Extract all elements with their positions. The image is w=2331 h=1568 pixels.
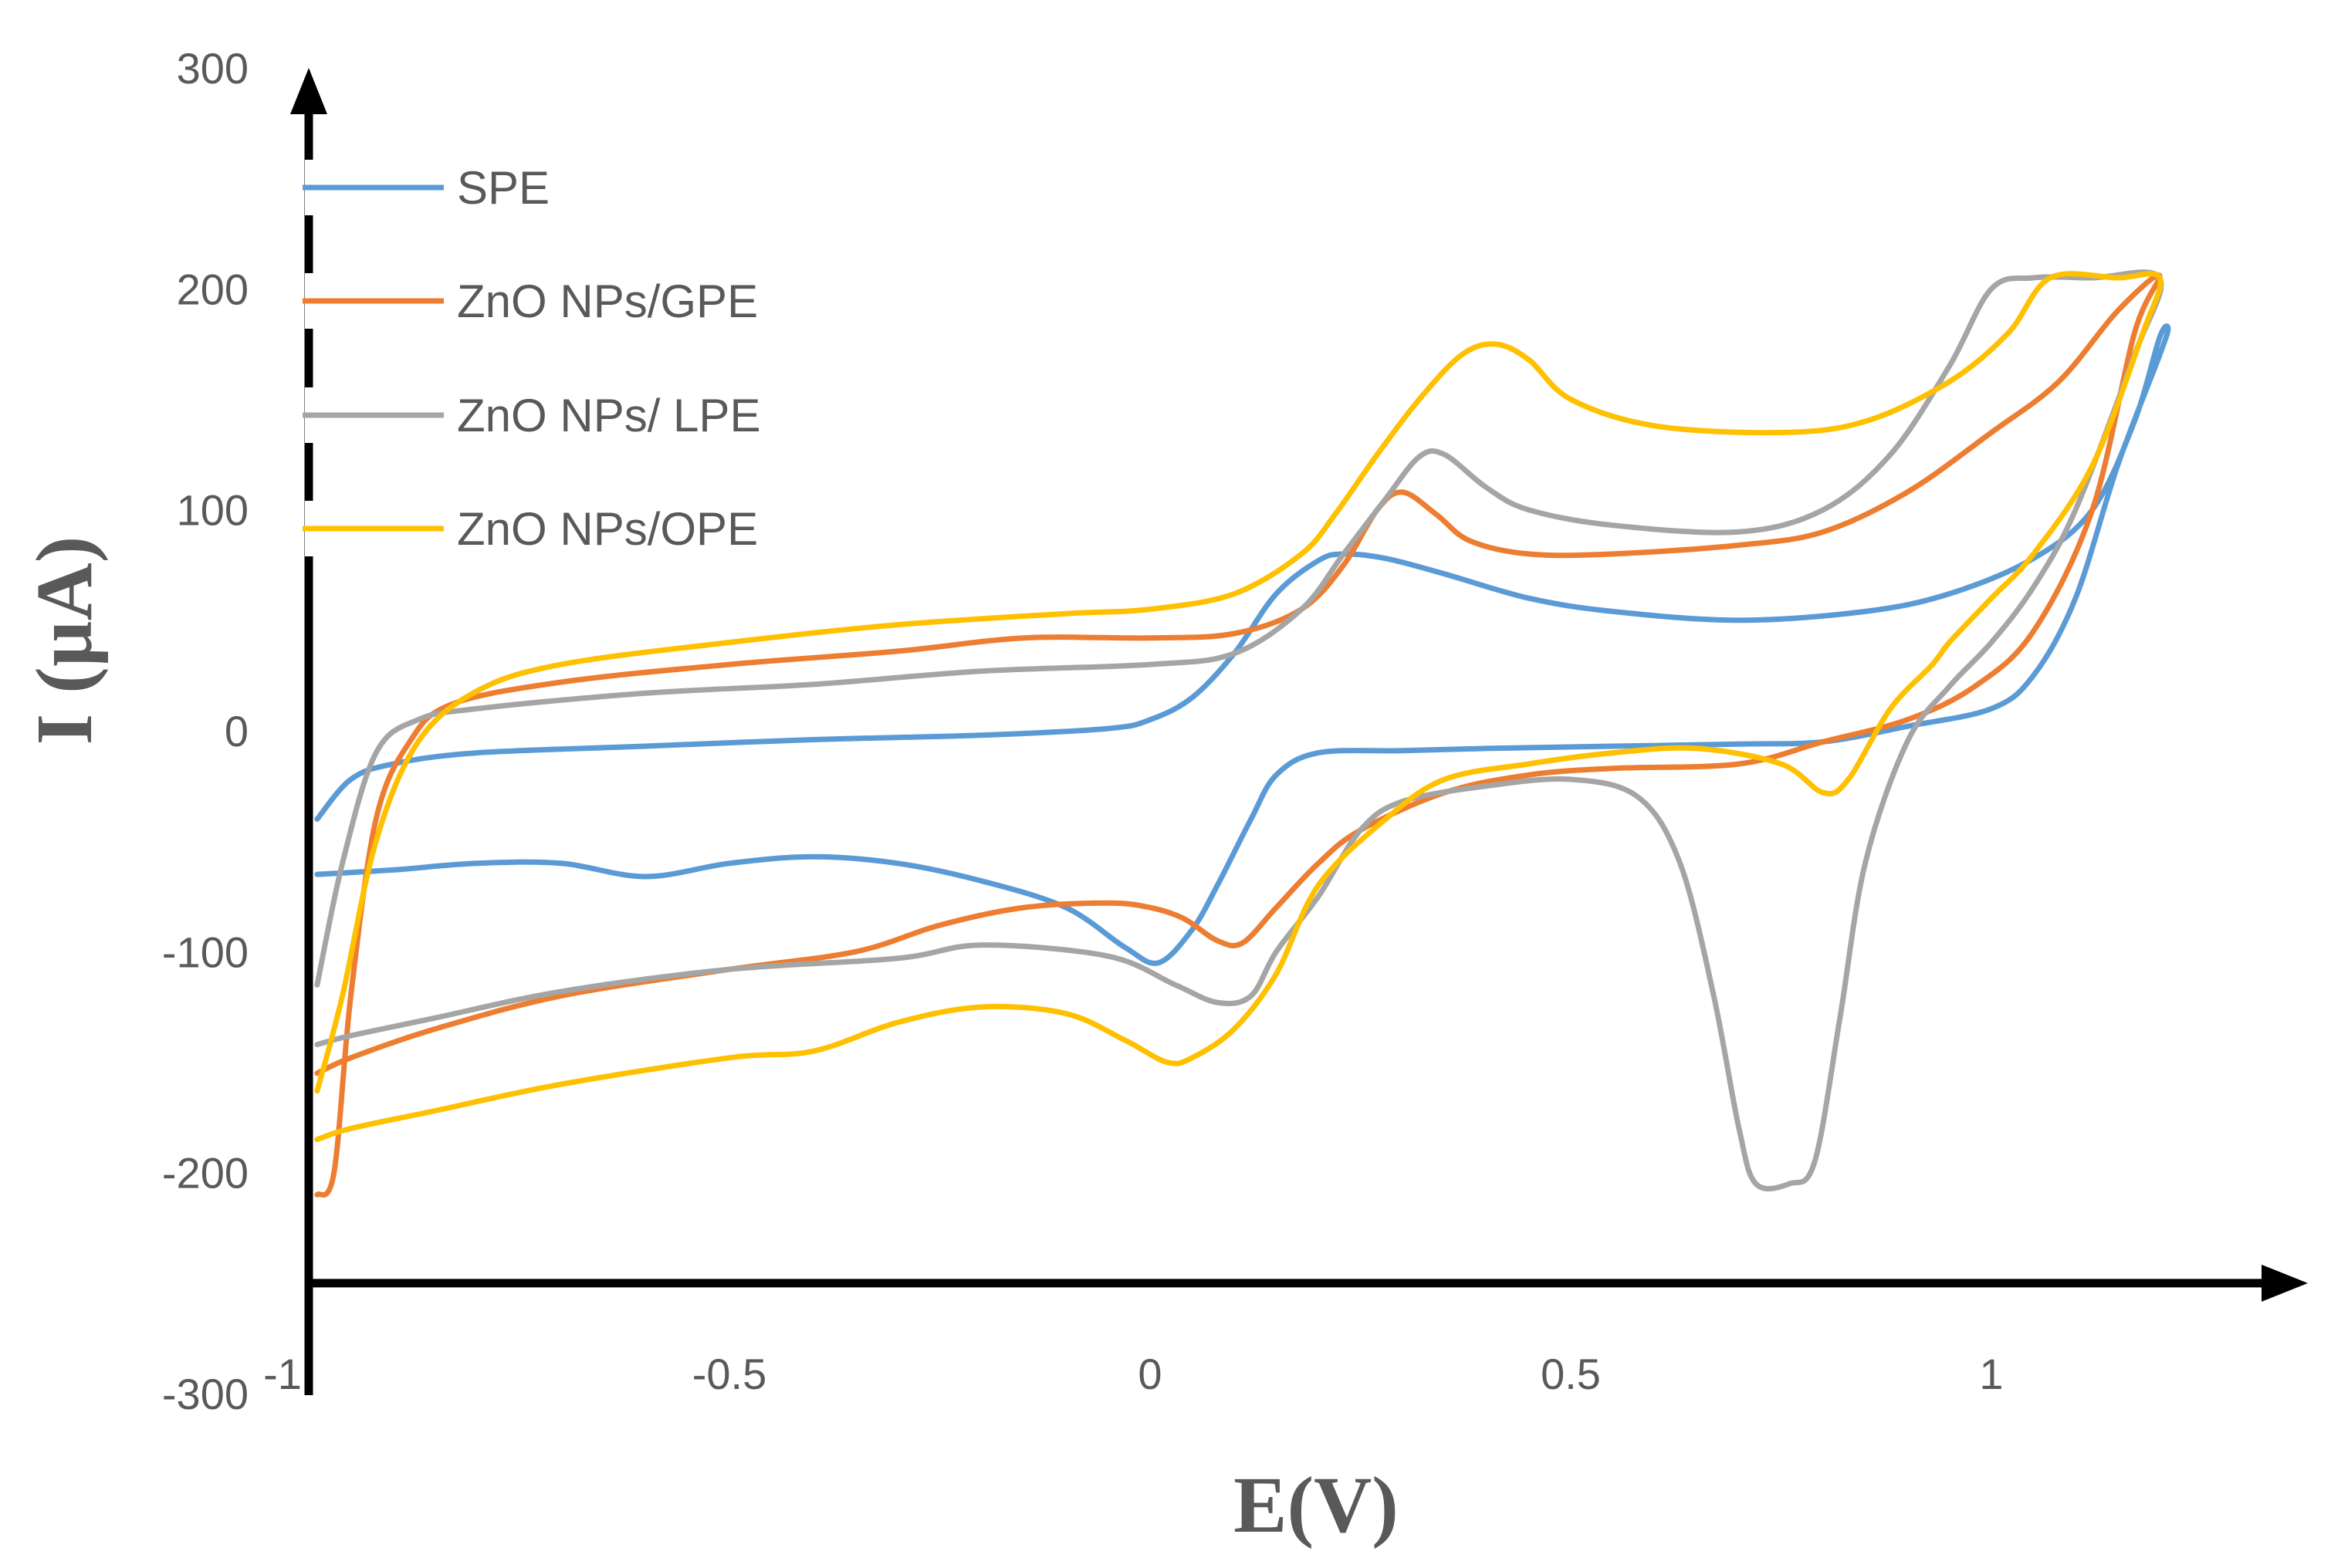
legend: SPE ZnO NPs/GPE ZnO NPs/ LPE ZnO NPs/OPE [303, 160, 760, 556]
y-tick-label: -300 [162, 1370, 249, 1418]
y-tick-label: -200 [162, 1149, 249, 1198]
series-layer [314, 269, 2171, 1198]
y-axis-title: I (µA) [20, 536, 109, 745]
y-tick-label: 100 [177, 486, 249, 535]
x-tick-label: 1 [1979, 1350, 2003, 1398]
legend-label: ZnO NPs/ LPE [457, 390, 760, 441]
legend-label: SPE [457, 162, 550, 214]
x-tick-label: 0 [1138, 1350, 1162, 1398]
axes-layer [290, 68, 2308, 1395]
legend-label: ZnO NPs/GPE [457, 275, 758, 327]
y-tick-label: 300 [177, 44, 249, 93]
x-tick-label: 0.5 [1541, 1350, 1601, 1398]
x-axis-title: E(V) [1233, 1461, 1399, 1549]
x-tick-label: -1 [263, 1350, 302, 1398]
x-axis-arrowhead [2262, 1264, 2308, 1302]
ticks-layer: 300 200 100 0 -100 -200 -300 -1 -0.5 0 0.5 1 [162, 44, 2004, 1418]
series-line-0 [314, 323, 2171, 966]
legend-label: ZnO NPs/OPE [457, 503, 758, 555]
y-tick-label: 200 [177, 265, 249, 313]
series-line-3 [314, 271, 2164, 1143]
series-line-1 [314, 272, 2163, 1198]
x-tick-label: -0.5 [692, 1350, 767, 1398]
y-axis-arrowhead [290, 68, 327, 114]
y-tick-label: 0 [225, 707, 249, 755]
y-tick-label: -100 [162, 928, 249, 976]
series-line-2 [314, 269, 2164, 1191]
